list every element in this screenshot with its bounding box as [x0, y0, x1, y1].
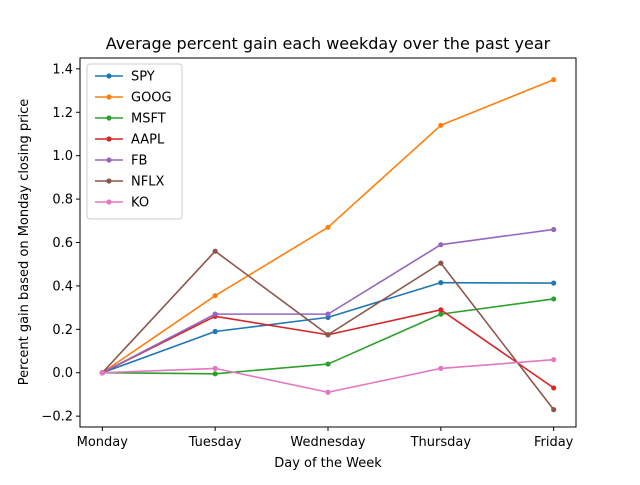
- legend-label-goog: GOOG: [131, 91, 172, 106]
- data-point-msft: [551, 296, 557, 302]
- data-point-fb: [551, 226, 557, 233]
- x-axis-label: Day of the Week: [274, 456, 382, 471]
- legend-label-fb: FB: [131, 154, 147, 169]
- data-point-spy: [438, 280, 444, 286]
- y-tick-label: 0.2: [52, 323, 73, 338]
- x-tick-label: Friday: [534, 435, 574, 450]
- legend-label-aapl: AAPL: [131, 133, 165, 148]
- data-point-nflx: [551, 407, 557, 413]
- x-tick-label: Monday: [77, 435, 129, 450]
- legend-marker-ko: [106, 199, 112, 205]
- y-tick-label: 0.8: [52, 193, 73, 208]
- data-point-msft: [212, 371, 218, 377]
- data-point-fb: [438, 242, 444, 248]
- legend-label-spy: SPY: [131, 70, 155, 85]
- series-ko: [99, 357, 557, 395]
- y-tick-label: 0.0: [52, 366, 73, 381]
- chart-title: Average percent gain each weekday over t…: [106, 34, 551, 53]
- y-tick-label: 0.6: [52, 236, 73, 251]
- data-point-aapl: [551, 385, 557, 391]
- legend: SPY GOOG MSFT AAPL FB NFLX KO: [86, 63, 183, 220]
- data-point-goog: [551, 77, 557, 83]
- legend-marker-msft: [106, 115, 112, 121]
- axes-ticks: Monday Tuesday Wednesday Thursday Friday −0.2…: [41, 62, 573, 450]
- data-point-msft: [325, 361, 331, 367]
- data-point-nflx: [212, 248, 218, 254]
- data-point-ko: [325, 389, 331, 395]
- data-point-goog: [438, 122, 444, 128]
- legend-marker-spy: [106, 73, 112, 79]
- data-point-goog: [325, 224, 331, 230]
- y-tick-label: 1.2: [52, 106, 73, 121]
- data-point-ko: [551, 357, 557, 363]
- data-point-nflx: [438, 260, 444, 266]
- plot-frame: [79, 57, 577, 428]
- data-point-aapl: [438, 307, 444, 313]
- data-point-fb: [212, 311, 218, 317]
- legend-label-ko: KO: [131, 196, 149, 211]
- data-point-nflx: [325, 332, 331, 338]
- data-point-spy: [212, 328, 218, 335]
- data-point-ko: [99, 370, 105, 376]
- y-tick-label: −0.2: [41, 410, 73, 425]
- y-tick-label: 1.0: [52, 149, 73, 164]
- data-point-goog: [212, 293, 218, 299]
- data-point-fb: [325, 311, 331, 317]
- x-tick-label: Tuesday: [188, 435, 242, 450]
- x-tick-label: Thursday: [410, 435, 472, 450]
- data-point-msft: [438, 311, 444, 317]
- legend-label-nflx: NFLX: [131, 175, 164, 190]
- y-axis-label: Percent gain based on Monday closing pri…: [17, 99, 32, 385]
- data-point-ko: [212, 365, 218, 371]
- legend-marker-nflx: [106, 178, 112, 184]
- legend-label-msft: MSFT: [131, 112, 166, 127]
- x-tick-label: Wednesday: [290, 435, 366, 450]
- data-point-ko: [438, 365, 444, 371]
- plot-series: [99, 77, 557, 413]
- y-tick-label: 0.4: [52, 279, 73, 294]
- data-point-spy: [551, 280, 557, 286]
- legend-marker-goog: [106, 94, 112, 100]
- y-tick-label: 1.4: [52, 62, 73, 77]
- legend-marker-aapl: [106, 136, 112, 142]
- legend-marker-fb: [106, 157, 112, 163]
